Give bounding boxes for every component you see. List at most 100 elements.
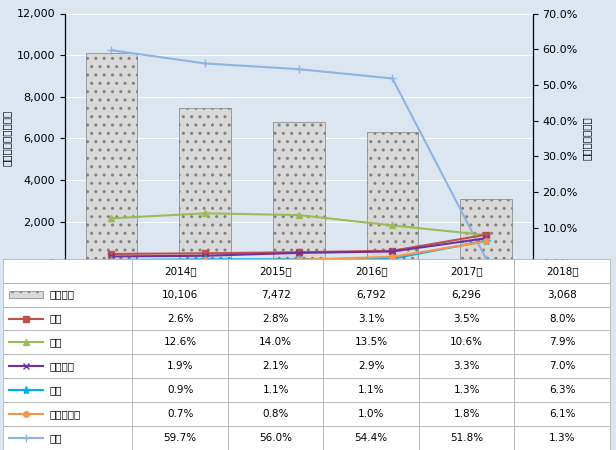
Bar (419, 259, 514, 283)
Text: 0.8%: 0.8% (262, 409, 289, 419)
Bar (419, 378, 514, 402)
Bar (514, 402, 610, 426)
Text: 2017年: 2017年 (450, 266, 483, 276)
Bar (323, 330, 419, 355)
Bar (3, 355, 136, 378)
Text: 51.8%: 51.8% (450, 433, 483, 443)
Bar (132, 378, 228, 402)
Bar (3, 259, 136, 283)
Bar (514, 330, 610, 355)
Text: 7.9%: 7.9% (549, 338, 575, 347)
Bar (228, 306, 323, 330)
Bar (419, 330, 514, 355)
Bar (514, 426, 610, 450)
Text: 2016年: 2016年 (355, 266, 387, 276)
Bar (132, 402, 228, 426)
Text: 香港: 香港 (49, 338, 62, 347)
Bar (132, 283, 228, 306)
Text: 2014年: 2014年 (164, 266, 197, 276)
Text: 1.8%: 1.8% (453, 409, 480, 419)
Y-axis label: 国・地域別比率: 国・地域別比率 (582, 117, 592, 160)
Bar (460, 199, 512, 263)
Text: 米国: 米国 (49, 314, 62, 324)
Bar (323, 259, 419, 283)
Text: 0.7%: 0.7% (167, 409, 193, 419)
Bar (419, 355, 514, 378)
Bar (419, 306, 514, 330)
Bar (3, 306, 136, 330)
Text: 中国: 中国 (49, 433, 62, 443)
Text: 1.3%: 1.3% (549, 433, 575, 443)
Bar (132, 330, 228, 355)
Text: 台湾: 台湾 (49, 385, 62, 395)
Text: 1.1%: 1.1% (262, 385, 289, 395)
Text: 8.0%: 8.0% (549, 314, 575, 324)
Bar (132, 355, 228, 378)
Bar (514, 355, 610, 378)
Bar (228, 426, 323, 450)
Bar (3, 402, 136, 426)
Bar (419, 426, 514, 450)
Text: 7.0%: 7.0% (549, 361, 575, 371)
Text: 59.7%: 59.7% (164, 433, 197, 443)
Text: 1.0%: 1.0% (358, 409, 384, 419)
Text: 2.6%: 2.6% (167, 314, 193, 324)
Bar (9, 291, 43, 298)
Bar (273, 122, 325, 263)
Bar (86, 53, 137, 263)
Text: 0.9%: 0.9% (167, 385, 193, 395)
Text: 3.3%: 3.3% (453, 361, 480, 371)
Bar (514, 306, 610, 330)
Text: 6.3%: 6.3% (549, 385, 575, 395)
Text: 13.5%: 13.5% (355, 338, 387, 347)
Bar (228, 402, 323, 426)
Y-axis label: 金額（百万米ドル）: 金額（百万米ドル） (2, 110, 12, 166)
Text: 1.3%: 1.3% (453, 385, 480, 395)
Text: 1.9%: 1.9% (167, 361, 193, 371)
Bar (132, 426, 228, 450)
Text: 3.1%: 3.1% (358, 314, 384, 324)
Bar (323, 426, 419, 450)
Bar (3, 426, 136, 450)
Text: 2015年: 2015年 (259, 266, 292, 276)
Text: 3.5%: 3.5% (453, 314, 480, 324)
Bar (323, 355, 419, 378)
Bar (228, 259, 323, 283)
Text: 7,472: 7,472 (261, 290, 291, 300)
Text: 6,792: 6,792 (356, 290, 386, 300)
Text: 3,068: 3,068 (547, 290, 577, 300)
Bar (323, 306, 419, 330)
Bar (514, 259, 610, 283)
Text: 2.1%: 2.1% (262, 361, 289, 371)
Bar (367, 132, 418, 263)
Text: 2018年: 2018年 (546, 266, 578, 276)
Bar (3, 378, 136, 402)
Bar (419, 283, 514, 306)
Text: 6.1%: 6.1% (549, 409, 575, 419)
Text: 54.4%: 54.4% (355, 433, 387, 443)
Text: 14.0%: 14.0% (259, 338, 292, 347)
Text: マレーシア: マレーシア (49, 409, 81, 419)
Bar (514, 283, 610, 306)
Bar (323, 283, 419, 306)
Text: 2.9%: 2.9% (358, 361, 384, 371)
Text: 56.0%: 56.0% (259, 433, 292, 443)
Bar (323, 378, 419, 402)
Text: 10,106: 10,106 (162, 290, 198, 300)
Text: オランダ: オランダ (49, 361, 75, 371)
Text: 12.6%: 12.6% (164, 338, 197, 347)
Bar (132, 306, 228, 330)
Text: 2.8%: 2.8% (262, 314, 289, 324)
Bar (323, 402, 419, 426)
Bar (132, 259, 228, 283)
Bar (3, 330, 136, 355)
Text: 世界全体: 世界全体 (49, 290, 75, 300)
Bar (419, 402, 514, 426)
Bar (228, 355, 323, 378)
Bar (3, 283, 136, 306)
Bar (514, 378, 610, 402)
Bar (228, 330, 323, 355)
Text: 1.1%: 1.1% (358, 385, 384, 395)
Bar (228, 283, 323, 306)
Bar (179, 108, 231, 263)
